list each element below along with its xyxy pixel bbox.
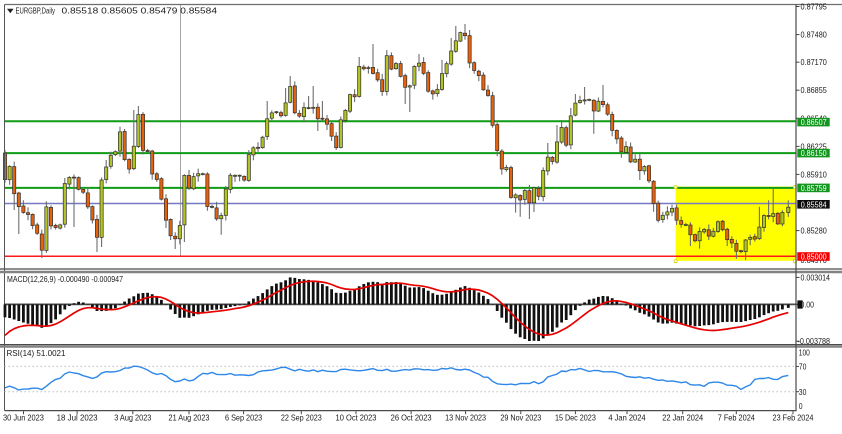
svg-text:RSI(14) 51.0021: RSI(14) 51.0021 (7, 349, 67, 358)
svg-text:7 Feb 2024: 7 Feb 2024 (718, 414, 756, 423)
svg-text:13 Nov 2023: 13 Nov 2023 (445, 414, 486, 423)
svg-text:30 Jun 2023: 30 Jun 2023 (3, 414, 44, 423)
svg-text:0.85000: 0.85000 (801, 253, 827, 262)
svg-text:26 Oct 2023: 26 Oct 2023 (391, 414, 432, 423)
svg-text:0.86150: 0.86150 (801, 149, 827, 158)
svg-text:30: 30 (799, 388, 807, 397)
svg-text:3 Aug 2023: 3 Aug 2023 (114, 414, 152, 423)
svg-text:0.87480: 0.87480 (801, 31, 828, 40)
svg-text:0.86855: 0.86855 (801, 86, 828, 95)
svg-text:0.85584: 0.85584 (801, 200, 827, 209)
svg-text:0: 0 (799, 402, 803, 411)
svg-text:10 Oct 2023: 10 Oct 2023 (336, 414, 377, 423)
svg-text:0.86225: 0.86225 (801, 142, 828, 151)
svg-text:-0.003788: -0.003788 (798, 337, 831, 346)
svg-text:0.00: 0.00 (801, 301, 815, 310)
svg-text:21 Aug 2023: 21 Aug 2023 (169, 414, 210, 423)
svg-text:0.87170: 0.87170 (801, 58, 828, 67)
svg-text:6 Sep 2023: 6 Sep 2023 (225, 414, 263, 423)
svg-text:0.85518 0.85605 0.85479 0.8558: 0.85518 0.85605 0.85479 0.85584 (62, 7, 218, 16)
svg-text:18 Jul 2023: 18 Jul 2023 (57, 414, 98, 423)
svg-text:EURGBP,Daily: EURGBP,Daily (16, 7, 56, 16)
svg-text:0.86507: 0.86507 (801, 118, 827, 127)
svg-text:22 Jan 2024: 22 Jan 2024 (662, 414, 703, 423)
svg-text:0.003014: 0.003014 (801, 273, 831, 282)
svg-text:4 Jan 2024: 4 Jan 2024 (608, 414, 646, 423)
svg-text:23 Feb 2024: 23 Feb 2024 (773, 414, 814, 423)
svg-text:MACD(12,26,9) -0.000490 -0.000: MACD(12,26,9) -0.000490 -0.000947 (7, 275, 123, 284)
svg-text:22 Sep 2023: 22 Sep 2023 (281, 414, 322, 423)
svg-text:0.87795: 0.87795 (801, 3, 828, 12)
svg-text:100: 100 (799, 349, 810, 358)
svg-text:70: 70 (799, 363, 807, 372)
svg-text:0.85910: 0.85910 (801, 170, 828, 179)
svg-text:0.85280: 0.85280 (801, 227, 828, 236)
svg-text:15 Dec 2023: 15 Dec 2023 (555, 414, 596, 423)
svg-text:29 Nov 2023: 29 Nov 2023 (500, 414, 541, 423)
svg-text:0.85759: 0.85759 (801, 184, 827, 193)
